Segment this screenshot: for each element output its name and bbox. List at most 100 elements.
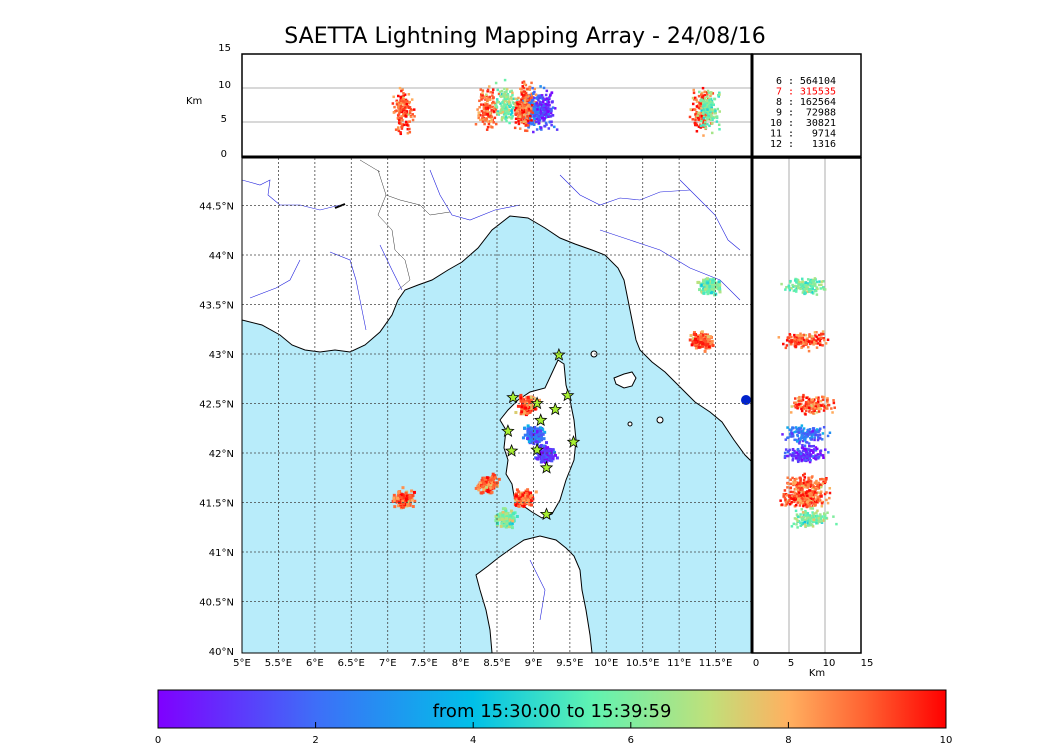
stat-sep: : (788, 118, 794, 129)
lightning-cluster (688, 330, 715, 353)
stat-count: 315535 (800, 87, 836, 98)
stat-level: 9 (776, 108, 782, 119)
lon-label: 5.5°E (265, 658, 292, 669)
lon-label: 9°E (525, 658, 543, 669)
lightning-cluster-latitude (789, 393, 836, 416)
lightning-cluster-altitude (474, 85, 501, 131)
lightning-cluster-latitude (782, 488, 832, 508)
lat-label: 42.5°N (199, 400, 234, 411)
lon-label: 7°E (379, 658, 397, 669)
stat-sep: : (788, 87, 794, 98)
lightning-cluster (521, 424, 549, 446)
lightning-cluster-altitude (494, 78, 519, 125)
borders (359, 159, 451, 291)
side-xtick: 0 (753, 658, 759, 669)
lat-label: 41.5°N (199, 499, 234, 510)
map-panel: 5°E 5.5°E 6°E 6.5°E 7°E 7.5°E 8°E 8.5°E 9°E 9.5°E… (199, 157, 753, 669)
lma-station-star (530, 442, 544, 456)
lightning-cluster-altitude (534, 86, 559, 131)
lightning-cluster-altitude (696, 89, 722, 135)
colorbar-tick-label: 2 (312, 735, 318, 746)
stats-box: 6:5641047:3155358:1625649:7298810:308211… (751, 53, 862, 158)
top-ytick: 0 (221, 149, 227, 160)
montecristo-island (627, 421, 633, 427)
stat-count: 564104 (800, 76, 836, 87)
stat-sep: : (788, 97, 794, 108)
lma-station-star (504, 443, 519, 457)
lma-station-star (539, 460, 554, 474)
top-ytick: 15 (218, 43, 231, 54)
lightning-cluster-latitude (783, 472, 832, 495)
stat-sep: : (788, 129, 794, 140)
stat-count: 162564 (800, 97, 836, 108)
colorbar-tick-label: 0 (155, 735, 161, 746)
lat-label: 44.5°N (199, 202, 234, 213)
lightning-cluster-latitude (781, 424, 832, 445)
page-title: SAETTA Lightning Mapping Array - 24/08/1… (284, 24, 766, 49)
side-xtick: 5 (788, 658, 794, 669)
lon-label: 8°E (452, 658, 470, 669)
colorbar-tick-label: 4 (470, 735, 476, 746)
lake (334, 203, 346, 209)
lon-label: 6.5°E (338, 658, 365, 669)
lightning-cluster (513, 488, 538, 508)
stat-level: 7 (776, 87, 782, 98)
stat-count: 72988 (806, 108, 836, 119)
side-xlabel: Km (809, 668, 825, 679)
lightning-cluster (494, 507, 519, 530)
lma-station-star (539, 507, 554, 521)
stat-level: 10 (770, 118, 782, 129)
lma-station-star (506, 390, 520, 404)
lightning-cluster-latitude (790, 507, 838, 529)
lightning-cluster-latitude (783, 443, 830, 464)
top-ytick: 5 (221, 114, 227, 125)
top-altitude-panel: Km 15 10 5 0 (186, 43, 753, 160)
lat-label: 40.5°N (199, 598, 234, 609)
stat-count: 9714 (812, 129, 836, 140)
lon-label: 10.5°E (626, 658, 660, 669)
stat-level: 6 (776, 76, 782, 87)
sardinia-island (475, 535, 593, 653)
side-xtick: 15 (861, 658, 874, 669)
colorbar-tick-label: 6 (628, 735, 634, 746)
stat-count: 1316 (812, 139, 836, 150)
stat-sep: : (788, 139, 794, 150)
lat-label: 44°N (209, 251, 234, 262)
side-xtick: 10 (823, 658, 836, 669)
lma-station-star (501, 424, 515, 438)
stat-level: 11 (770, 129, 782, 140)
stat-count: 30821 (806, 118, 836, 129)
rivers (242, 169, 741, 621)
lat-label: 40°N (209, 647, 234, 658)
lat-label: 43.5°N (199, 301, 234, 312)
top-ytick: 10 (218, 80, 231, 91)
lightning-cluster-altitude (513, 85, 538, 133)
colorbar: 0 2 4 6 8 10 (155, 689, 952, 746)
stat-level: 8 (776, 97, 782, 108)
lma-station-star (560, 388, 575, 402)
lightning-cluster (696, 277, 722, 297)
lma-station-star (530, 396, 544, 410)
lightning-cluster-latitude (780, 277, 827, 296)
lat-label: 41°N (209, 548, 234, 559)
stat-sep: : (788, 76, 794, 87)
side-altitude-panel: 0 5 10 15 Km (242, 54, 873, 679)
lat-label: 42°N (209, 449, 234, 460)
lightning-cluster (474, 472, 501, 495)
lon-label: 9.5°E (556, 658, 583, 669)
lma-station-star (533, 413, 548, 427)
stat-sep: : (788, 108, 794, 119)
colorbar-tick-label: 8 (785, 735, 791, 746)
radar-marker (741, 395, 751, 405)
giglio-island (656, 416, 664, 424)
lon-label: 8.5°E (483, 658, 510, 669)
lon-label: 11.5°E (699, 658, 733, 669)
lon-label: 6°E (306, 658, 324, 669)
lma-station-star (548, 402, 563, 416)
lightning-cluster-latitude (777, 330, 830, 353)
top-ylabel: Km (186, 96, 202, 107)
lightning-cluster-altitude (391, 86, 416, 136)
lon-label: 7.5°E (411, 658, 438, 669)
lon-label: 5°E (233, 658, 251, 669)
lon-label: 10°E (594, 658, 618, 669)
